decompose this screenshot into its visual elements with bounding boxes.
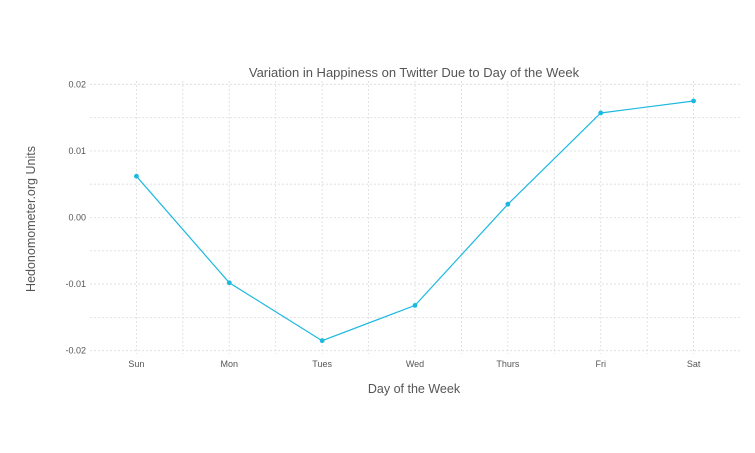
data-point bbox=[319, 338, 325, 344]
x-axis-title: Day of the Week bbox=[368, 382, 461, 396]
series bbox=[134, 98, 696, 344]
x-tick-label: Thurs bbox=[496, 359, 520, 369]
x-tick-label: Sun bbox=[128, 359, 144, 369]
x-tick-label: Mon bbox=[221, 359, 239, 369]
x-tick-label: Tues bbox=[312, 359, 332, 369]
data-point bbox=[134, 173, 139, 179]
x-tick-label: Sat bbox=[687, 359, 701, 369]
x-tick-label: Wed bbox=[406, 359, 424, 369]
grid bbox=[90, 81, 740, 354]
data-point bbox=[691, 98, 696, 104]
y-axis-ticks: -0.02 -0.01 0.00 0.01 0.02 bbox=[65, 79, 86, 355]
data-point bbox=[505, 201, 511, 207]
data-point bbox=[598, 110, 604, 116]
y-tick-label: -0.01 bbox=[65, 279, 86, 289]
data-point bbox=[412, 302, 418, 308]
x-axis-ticks: Sun Mon Tues Wed Thurs Fri Sat bbox=[128, 359, 700, 369]
y-tick-label: -0.02 bbox=[65, 346, 86, 356]
y-tick-label: 0.00 bbox=[68, 213, 86, 223]
data-point bbox=[226, 280, 232, 286]
x-tick-label: Fri bbox=[595, 359, 606, 369]
chart-title: Variation in Happiness on Twitter Due to… bbox=[249, 65, 580, 80]
y-tick-label: 0.01 bbox=[68, 146, 86, 156]
y-axis-title: Hedonomometer.org Units bbox=[24, 146, 38, 292]
y-tick-label: 0.02 bbox=[68, 79, 86, 89]
